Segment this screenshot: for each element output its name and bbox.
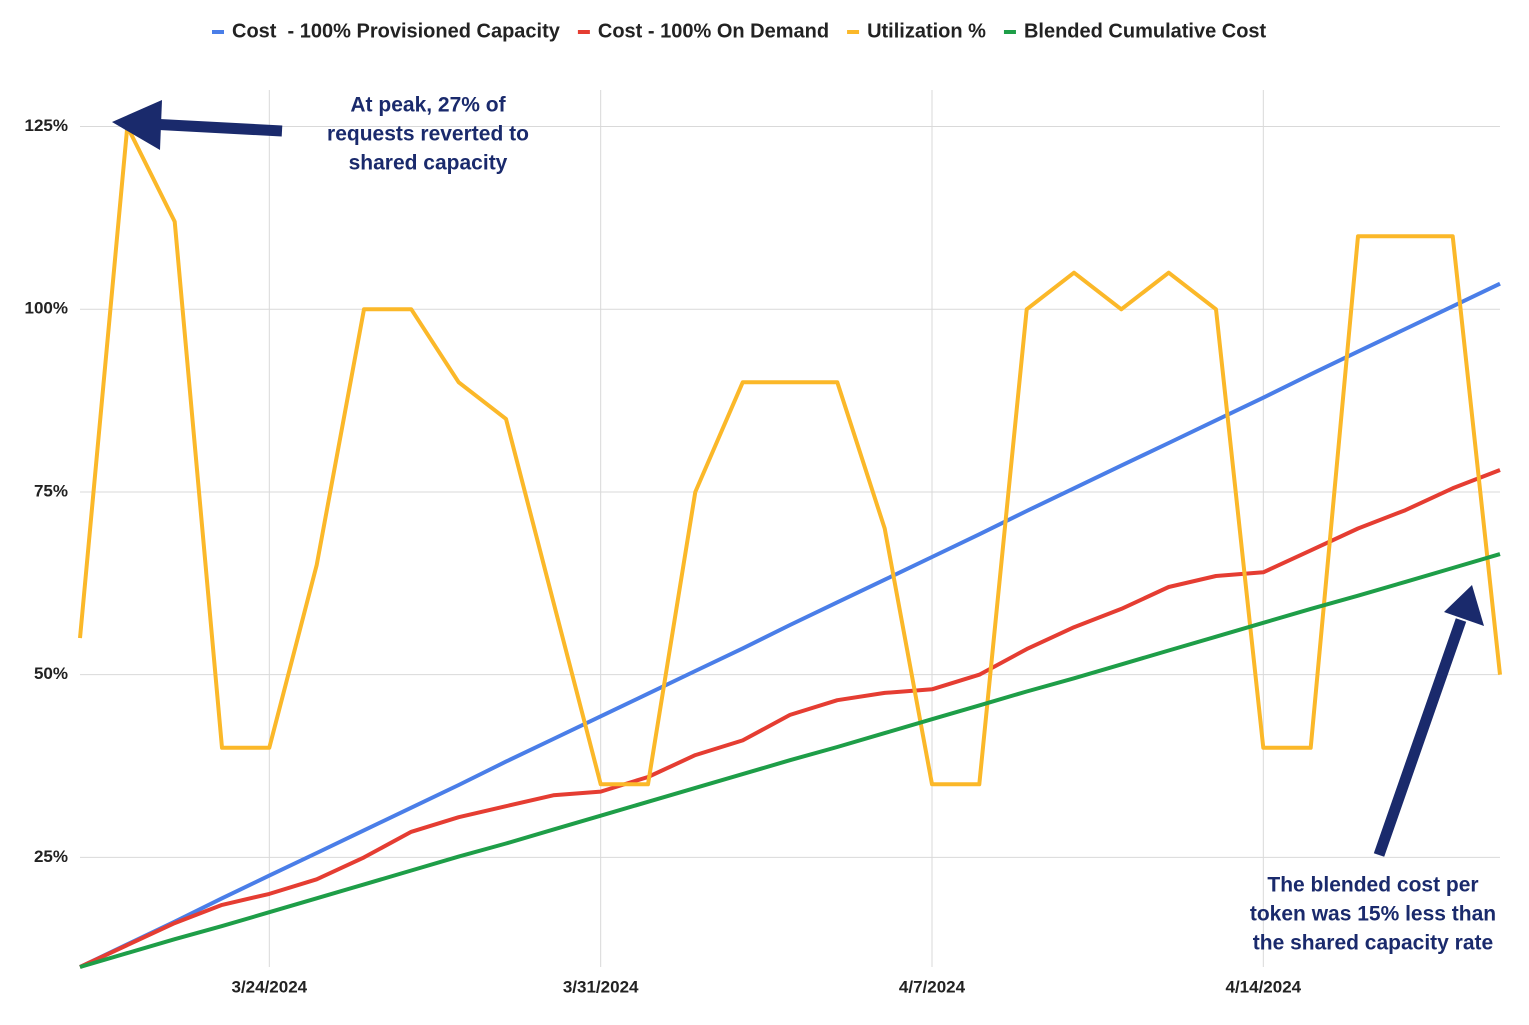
x-tick-label: 3/24/2024 xyxy=(232,977,308,996)
legend-label: Cost - 100% Provisioned Capacity xyxy=(232,20,561,42)
x-tick-label: 4/7/2024 xyxy=(899,977,966,996)
y-tick-label: 50% xyxy=(34,664,68,683)
series-line xyxy=(79,468,1501,969)
annotation-text: requests reverted to xyxy=(327,123,529,146)
annotation-text: the shared capacity rate xyxy=(1253,932,1493,955)
legend-label: Blended Cumulative Cost xyxy=(1024,20,1267,42)
annotation-arrows xyxy=(112,100,1484,857)
y-tick-label: 25% xyxy=(34,847,68,866)
legend-label: Utilization % xyxy=(867,20,986,42)
arrow-shaft xyxy=(149,118,283,137)
series-line xyxy=(79,552,1501,969)
annotations: At peak, 27% of requests reverted to share… xyxy=(327,94,1496,955)
y-tick-label: 125% xyxy=(25,116,68,135)
annotation-text: shared capacity xyxy=(349,152,508,175)
arrow-shaft xyxy=(1373,618,1467,857)
series-line xyxy=(79,281,1501,969)
x-tick-label: 4/14/2024 xyxy=(1226,977,1302,996)
annotation-text: The blended cost per xyxy=(1267,874,1478,897)
legend: Cost - 100% Provisioned Capacity Cost - 1… xyxy=(212,20,1267,42)
arrow-head xyxy=(112,100,162,150)
annotation-text: At peak, 27% of xyxy=(350,94,506,117)
plot xyxy=(78,124,1502,969)
y-tick-label: 100% xyxy=(25,299,68,318)
y-tick-label: 75% xyxy=(34,481,68,500)
legend-label: Cost - 100% On Demand xyxy=(598,20,829,42)
grid: 25% 50% 75% 100% 125% 3/24/2024 3/31/2024 4/7/2… xyxy=(25,90,1500,996)
series-line xyxy=(78,124,1502,787)
x-tick-label: 3/31/2024 xyxy=(563,977,639,996)
arrow-head xyxy=(1444,585,1484,626)
annotation-text: token was 15% less than xyxy=(1250,903,1496,926)
